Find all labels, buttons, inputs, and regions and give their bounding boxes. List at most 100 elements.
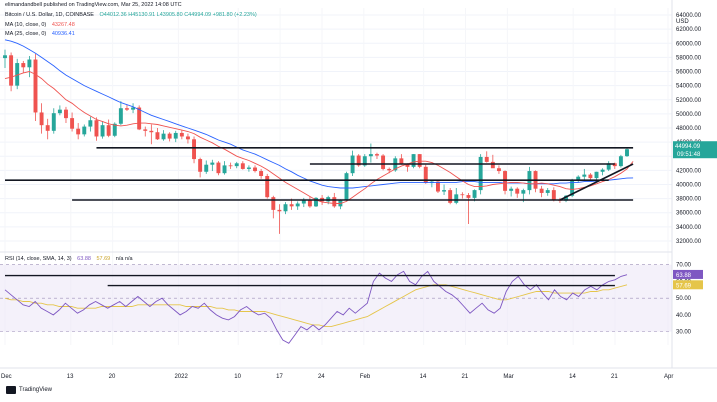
candle-body bbox=[423, 166, 428, 184]
candle-body bbox=[167, 133, 172, 139]
rsi-label: RSI (14, close, SMA, 14, 3) bbox=[5, 256, 72, 262]
x-tick-label: Apr bbox=[664, 374, 673, 380]
candle-body bbox=[204, 164, 209, 172]
candle-body bbox=[265, 176, 270, 198]
candle-body bbox=[545, 190, 550, 193]
candle-body bbox=[210, 162, 215, 165]
ma10-line bbox=[4, 71, 634, 204]
x-tick-label: 14 bbox=[420, 374, 427, 380]
candle-body bbox=[472, 190, 477, 198]
rsi-y-tick-label: 40.00 bbox=[676, 313, 692, 319]
candle-body bbox=[362, 156, 367, 166]
rsi-sma-value: 57.69 bbox=[96, 256, 111, 262]
brand-text: TradingView bbox=[19, 387, 53, 393]
candle-body bbox=[118, 108, 123, 124]
candle-body bbox=[70, 118, 75, 129]
candle-body bbox=[588, 174, 593, 179]
y-tick-label: 64000.00 bbox=[676, 13, 702, 19]
candle-body bbox=[131, 107, 136, 110]
rsi-value-tag bbox=[673, 269, 703, 279]
candle-body bbox=[509, 188, 514, 191]
candle-body bbox=[466, 195, 471, 198]
rsi-line bbox=[4, 270, 628, 344]
candle-body bbox=[82, 126, 87, 135]
candle-body bbox=[51, 113, 56, 131]
candle-body bbox=[149, 130, 154, 133]
candle-body bbox=[33, 59, 38, 113]
x-tick-label: 14 bbox=[569, 374, 576, 380]
candle-body bbox=[600, 169, 605, 172]
x-tick-label: 2022 bbox=[174, 374, 188, 380]
rsi-legend[interactable]: RSI (14, close, SMA, 14, 3) 63.88 57.69 … bbox=[5, 256, 137, 262]
x-tick-label: 21 bbox=[611, 374, 618, 380]
candle-body bbox=[253, 167, 257, 172]
candle-body bbox=[332, 197, 337, 207]
candle-body bbox=[484, 156, 489, 162]
y-tick-label: 42000.00 bbox=[676, 168, 702, 174]
candle-body bbox=[112, 123, 117, 136]
candle-body bbox=[283, 204, 288, 212]
candle-body bbox=[594, 171, 599, 179]
candle-body bbox=[246, 167, 251, 169]
candle-body bbox=[185, 136, 190, 140]
candle-body bbox=[161, 133, 166, 140]
currency-label: USD bbox=[676, 19, 689, 25]
support-resistance-lines bbox=[5, 146, 634, 201]
candle-body bbox=[387, 168, 392, 171]
candle-body bbox=[21, 63, 26, 68]
y-tick-label: 34000.00 bbox=[676, 225, 702, 231]
candle-body bbox=[314, 197, 318, 207]
candle-body bbox=[399, 158, 404, 164]
y-tick-label: 56000.00 bbox=[676, 70, 702, 76]
candle-body bbox=[234, 163, 239, 167]
candle-body bbox=[39, 112, 44, 126]
publisher-line: elimandandbell published on TradingView.… bbox=[5, 2, 186, 8]
bar-countdown: 09:51:48 bbox=[677, 152, 701, 158]
rsi-lines bbox=[4, 270, 628, 344]
x-tick-label: 21 bbox=[462, 374, 469, 380]
symbol-line: Bitcoin / U.S. Dollar, 1D, COINBASE O440… bbox=[5, 12, 261, 18]
x-tick-label: 13 bbox=[67, 374, 74, 380]
rsi-tag-value: 63.88 bbox=[676, 273, 692, 279]
candle-body bbox=[564, 195, 568, 201]
publisher-text: elimandandbell published on TradingView.… bbox=[5, 2, 182, 8]
candle-body bbox=[435, 181, 440, 192]
candle-body bbox=[222, 165, 227, 174]
y-tick-label: 52000.00 bbox=[676, 98, 702, 104]
candle-body bbox=[570, 180, 575, 196]
candle-body bbox=[405, 164, 410, 167]
y-tick-label: 38000.00 bbox=[676, 197, 702, 203]
candle-body bbox=[448, 190, 453, 203]
candle-body bbox=[3, 55, 7, 59]
ma25-legend[interactable]: MA (25, close, 0) 40936.41 bbox=[5, 31, 79, 37]
rsi-sma-tag bbox=[673, 280, 703, 290]
x-tick-label: Dec bbox=[1, 374, 12, 380]
candle-body bbox=[368, 154, 373, 157]
candle-body bbox=[216, 162, 221, 174]
candle-body bbox=[271, 197, 276, 210]
candle-body bbox=[228, 165, 233, 167]
ma10-legend[interactable]: MA (10, close, 0) 43267.48 bbox=[5, 22, 79, 28]
rsi-sma-line bbox=[4, 284, 628, 328]
y-tick-label: 54000.00 bbox=[676, 84, 702, 90]
last-price-value: 44994.09 bbox=[675, 144, 701, 150]
candle-body bbox=[417, 154, 422, 167]
candle-body bbox=[45, 125, 50, 131]
x-tick-label: Feb bbox=[360, 374, 371, 380]
ma25-value: 40936.41 bbox=[51, 31, 75, 37]
candle-body bbox=[478, 156, 483, 191]
y-tick-label: 62000.00 bbox=[676, 27, 702, 33]
candle-body bbox=[301, 200, 306, 204]
candle-body bbox=[618, 156, 623, 167]
candle-body bbox=[490, 161, 495, 169]
candle-body bbox=[515, 188, 520, 194]
candle-body bbox=[240, 163, 245, 169]
symbol-title: Bitcoin / U.S. Dollar, 1D, COINBASE bbox=[5, 12, 94, 18]
rsi-y-tick-label: 50.00 bbox=[676, 296, 692, 302]
candle-body bbox=[88, 120, 93, 127]
tradingview-logo[interactable]: TradingView bbox=[6, 386, 52, 394]
y-tick-label: 48000.00 bbox=[676, 126, 702, 132]
rsi-y-tick-label: 70.00 bbox=[676, 263, 692, 269]
ma10-label: MA (10, close, 0) bbox=[5, 22, 47, 28]
